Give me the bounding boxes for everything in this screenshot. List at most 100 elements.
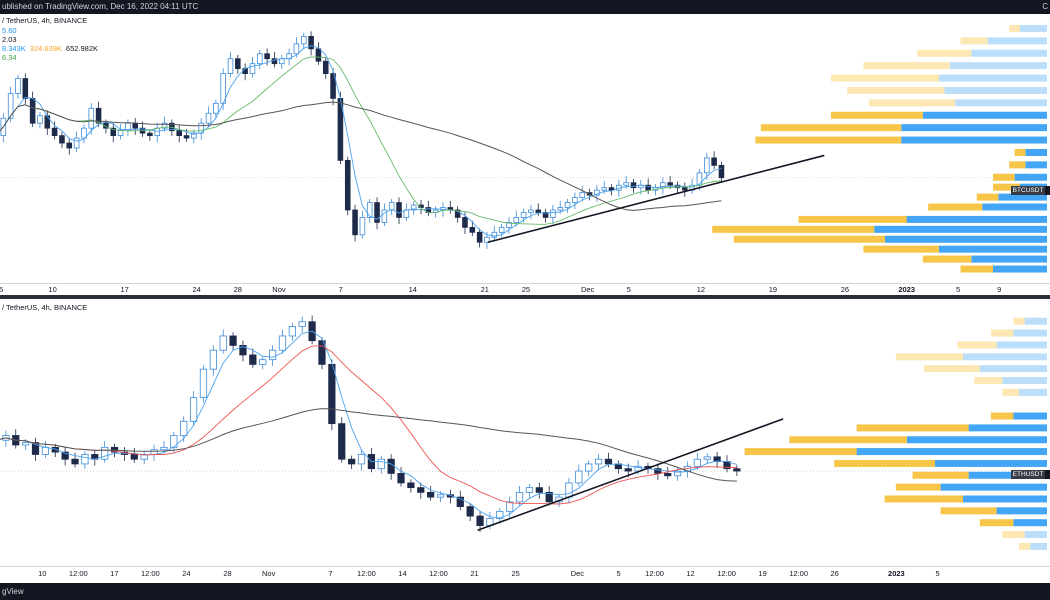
volume-profile-buy-bar [979, 365, 1047, 373]
volume-profile-buy-bar [901, 124, 1047, 132]
volume-profile-buy-bar [1025, 161, 1047, 169]
volume-profile-sell-bar [760, 124, 902, 132]
time-axis-label: 25 [521, 285, 531, 294]
candle-body [176, 130, 182, 136]
candle-body [180, 420, 188, 436]
candle-body [205, 112, 212, 124]
volume-profile-buy-bar [993, 265, 1047, 273]
volume-profile-sell-bar [928, 203, 983, 211]
eth-chart-canvas[interactable] [0, 299, 1050, 566]
volume-profile-buy-bar [949, 62, 1047, 70]
volume-profile-buy-bar [998, 193, 1047, 201]
volume-profile-buy-bar [982, 203, 1047, 211]
candle-body [703, 456, 711, 460]
time-axis-label: Dec [570, 569, 585, 578]
candle-body [359, 217, 366, 236]
candle-body [466, 506, 474, 517]
candle-body [110, 446, 119, 453]
time-axis-label: 25 [511, 569, 520, 578]
candle-body [585, 463, 593, 472]
candle-body [387, 458, 395, 474]
eth-chart-pane[interactable]: / TetherUS, 4h, BINANCE ETHUSDT [0, 299, 1050, 566]
candle-body [257, 53, 263, 65]
candle-body [704, 157, 710, 174]
volume-profile-buy-bar [968, 471, 1047, 479]
candle-body [427, 491, 435, 498]
volume-profile-buy-bar [1014, 173, 1047, 181]
candle-body [491, 231, 498, 238]
candle-body [664, 473, 672, 477]
volume-profile-sell-bar [789, 436, 907, 444]
candle-body [249, 354, 257, 365]
candle-body [579, 192, 585, 198]
volume-profile-buy-bar [1024, 531, 1047, 539]
time-axis-label: 2023 [898, 285, 915, 294]
volume-profile-buy-bar [885, 235, 1047, 243]
eth-time-axis-line [0, 566, 1050, 567]
candle-body [418, 204, 424, 208]
candle-body [300, 35, 307, 45]
candle-body [557, 207, 564, 211]
candle-body [170, 435, 178, 448]
volume-profile-sell-bar [733, 235, 885, 243]
candle-body [81, 127, 87, 139]
candle-body [242, 68, 248, 74]
time-axis-label: 14 [408, 285, 417, 294]
candle-body [308, 35, 314, 50]
btc-time-axis-line [0, 283, 1050, 284]
btc-vol-total: 652.982K [65, 44, 99, 53]
candle-body [535, 209, 542, 213]
candle-body [95, 107, 102, 124]
candle-body [545, 491, 553, 503]
candle-body [88, 107, 95, 129]
btc-chart-canvas[interactable] [0, 14, 1050, 283]
candle-body [239, 345, 247, 356]
volume-profile-sell-bar [1002, 388, 1019, 396]
candle-body [608, 187, 615, 191]
volume-profile-sell-bar [1019, 542, 1031, 550]
candle-body [520, 212, 527, 218]
eth-time-axis[interactable]: 10 12:00 17 12:00 24 28 Nov 7 12:00 14 12:00 21 25 De… [0, 569, 1050, 581]
volume-profile-buy-bar [940, 483, 1047, 491]
pane-divider[interactable] [0, 295, 1050, 299]
candle-body [366, 202, 373, 218]
candle-body [110, 127, 117, 137]
volume-profile-buy-bar [874, 225, 1047, 233]
volume-profile-buy-bar [1013, 329, 1047, 337]
candle-body [377, 458, 385, 470]
candle-body [191, 132, 197, 139]
candle-body [132, 122, 139, 129]
candle-body [288, 326, 296, 337]
time-axis-label: 21 [480, 285, 489, 294]
time-axis-label: 5 [626, 285, 631, 294]
candle-body [388, 202, 395, 211]
time-axis-label: 12:00 [645, 569, 664, 578]
time-axis-label: 5 [935, 569, 940, 578]
candle-body [147, 132, 153, 137]
btc-chart-pane[interactable]: / TetherUS, 4h, BINANCE 5.60 2.03 8.343K… [0, 14, 1050, 283]
candle-body [604, 458, 613, 465]
time-axis-label: 12:00 [68, 569, 88, 578]
candle-body [51, 127, 58, 137]
volume-profile-buy-bar [987, 37, 1047, 45]
candle-body [565, 482, 573, 498]
candle-body [374, 202, 380, 223]
candle-body [7, 93, 14, 119]
btc-time-axis[interactable]: 5 10 17 24 28 Nov 7 14 21 25 Dec 5 12 19 26 2023 5 9 [0, 285, 1050, 297]
candles [2, 315, 741, 532]
volume-profile-sell-bar [868, 99, 956, 107]
candle-body [328, 364, 336, 425]
candle-body [498, 226, 505, 233]
candle-body [462, 217, 468, 228]
btc-vol-sell: 324.639K [29, 44, 62, 53]
btc-price-tag: BTCUSDT [1011, 186, 1045, 195]
time-axis-label: 21 [470, 569, 479, 578]
time-axis-label: 5 [956, 285, 961, 294]
volume-profile-sell-bar [1009, 24, 1020, 32]
time-axis-label: Nov [262, 569, 276, 578]
candle-body [515, 491, 524, 503]
candle-body [278, 335, 287, 351]
time-axis-label: 14 [398, 569, 407, 578]
top-right-mark: C [1042, 2, 1048, 11]
candle-body [183, 135, 190, 139]
